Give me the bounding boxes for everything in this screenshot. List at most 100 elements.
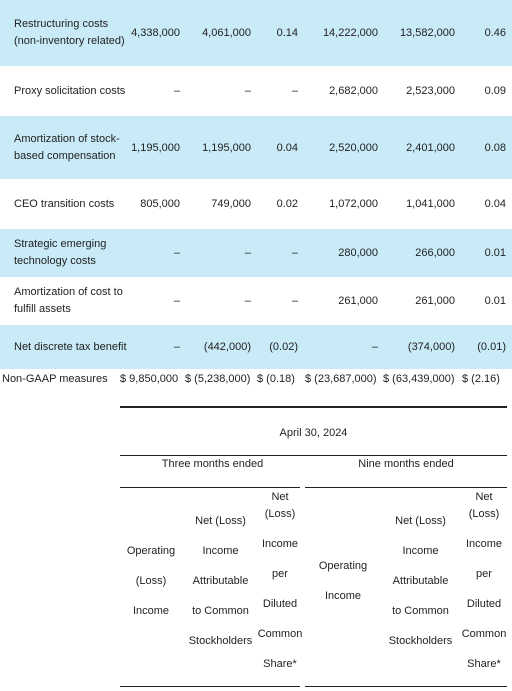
table-row: Net discrete tax benefit – (442,000) (0.… <box>0 325 512 369</box>
header-line: Income <box>465 538 503 550</box>
header-line: Diluted <box>262 598 298 610</box>
divider <box>305 686 507 687</box>
header-line: Share* <box>467 658 501 670</box>
value-cell: (442,000) <box>203 341 251 353</box>
total-value: $ 9,850,000 <box>120 373 179 385</box>
value-cell: – <box>371 341 378 353</box>
header-line: Share* <box>263 658 297 670</box>
value-cell: 266,000 <box>415 247 455 259</box>
header-line: (Loss) <box>135 575 167 587</box>
header-line: Common <box>257 628 303 640</box>
table-row: Restructuring costs (non-inventory relat… <box>0 0 512 66</box>
header-line: Net (Loss) <box>195 515 246 527</box>
value-cell: 0.09 <box>484 85 506 97</box>
col-header-net-income-3m: Net (Loss) Income Attributable to Common… <box>183 506 258 656</box>
value-cell: – <box>291 247 298 259</box>
value-cell: 0.01 <box>484 295 506 307</box>
header-line: Attributable <box>392 575 449 587</box>
total-value: $ (23,687,000) <box>305 373 377 385</box>
value-cell: 2,401,000 <box>406 141 455 154</box>
value-cell: 0.01 <box>484 247 506 259</box>
header-line: Income <box>132 605 170 617</box>
value-cell: – <box>244 295 251 307</box>
value-cell: 0.08 <box>484 141 506 154</box>
header-line: to Common <box>392 605 449 617</box>
header-line: Net <box>271 491 289 503</box>
header-line: Attributable <box>192 575 249 587</box>
value-cell: 280,000 <box>338 247 378 259</box>
value-cell: 4,338,000 <box>131 27 180 39</box>
value-cell: 1,195,000 <box>131 141 180 154</box>
col-header-eps-3m: Net (Loss) Income per Diluted Common Sha… <box>255 483 305 691</box>
total-value: $ (63,439,000) <box>383 373 455 385</box>
nine-months-header: Nine months ended <box>358 458 454 470</box>
value-cell: 2,523,000 <box>406 85 455 97</box>
header-line: per <box>272 568 288 580</box>
divider <box>305 487 507 488</box>
value-cell: 1,072,000 <box>329 198 378 210</box>
value-cell: 261,000 <box>338 295 378 307</box>
value-cell: 0.46 <box>484 27 506 39</box>
col-header-eps-9m: Net (Loss) Income per Diluted Common Sha… <box>458 483 510 691</box>
value-cell: – <box>291 295 298 307</box>
row-label: Strategic emerging technology costs <box>14 238 107 267</box>
header-line: Income <box>402 545 439 557</box>
header-line: (Loss) <box>468 508 500 520</box>
row-label: Net discrete tax benefit <box>14 340 127 353</box>
value-cell: 4,061,000 <box>202 27 251 39</box>
header-line: Common <box>461 628 507 640</box>
total-value: $ (2.16) <box>462 373 500 385</box>
row-label: Amortization of stock-based compensation <box>14 132 120 162</box>
value-cell: 2,520,000 <box>329 141 378 154</box>
header-line: Stockholders <box>188 635 253 647</box>
total-value: $ (0.18) <box>257 373 295 385</box>
table-row: Strategic emerging technology costs – – … <box>0 229 512 277</box>
value-cell: 1,041,000 <box>406 198 455 210</box>
value-cell: 13,582,000 <box>399 27 455 39</box>
value-cell: – <box>244 247 251 259</box>
value-cell: (0.01) <box>477 341 506 353</box>
value-cell: 805,000 <box>140 198 180 210</box>
header-line: Net (Loss) <box>395 515 446 527</box>
col-header-operating-income-3m: Operating (Loss) Income <box>120 536 182 626</box>
value-cell: (374,000) <box>407 341 455 353</box>
header-line: Income <box>202 545 239 557</box>
table-row: CEO transition costs 805,000 749,000 0.0… <box>0 179 512 229</box>
header-line: per <box>476 568 492 580</box>
header-line: Operating <box>318 560 368 572</box>
value-cell: 0.14 <box>276 27 298 39</box>
three-months-header: Three months ended <box>161 458 264 470</box>
header-line: Net <box>475 491 493 503</box>
col-header-net-income-9m: Net (Loss) Income Attributable to Common… <box>383 506 458 656</box>
value-cell: 0.04 <box>484 198 506 210</box>
value-cell: – <box>173 341 180 353</box>
value-cell: 0.02 <box>276 198 298 210</box>
divider <box>120 455 507 456</box>
value-cell: – <box>173 295 180 307</box>
value-cell: – <box>173 85 180 97</box>
value-cell: 1,195,000 <box>202 141 251 154</box>
table-row: Amortization of stock-based compensation… <box>0 116 512 179</box>
header-line: Stockholders <box>388 635 453 647</box>
value-cell: (0.02) <box>269 341 298 353</box>
divider <box>120 686 300 687</box>
total-value: $ (5,238,000) <box>185 373 251 385</box>
row-label: CEO transition costs <box>14 197 115 210</box>
row-label: Restructuring costs (non-inventory relat… <box>14 18 125 47</box>
header-line: to Common <box>192 605 249 617</box>
value-cell: 14,222,000 <box>322 27 378 39</box>
divider <box>120 487 300 488</box>
header-line: Diluted <box>466 598 502 610</box>
table-row: Proxy solicitation costs – – – 2,682,000… <box>0 66 512 116</box>
period-date-header: April 30, 2024 <box>279 427 348 439</box>
col-header-operating-income-9m: Operating Income <box>308 551 378 611</box>
header-line: Income <box>261 538 299 550</box>
header-line: Operating <box>126 545 176 557</box>
row-label: Amortization of cost to fulfill assets <box>14 286 123 315</box>
table-row: Amortization of cost to fulfill assets –… <box>0 277 512 325</box>
divider <box>120 406 507 408</box>
header-line: (Loss) <box>264 508 296 520</box>
totals-label: Non-GAAP measures <box>2 373 108 385</box>
value-cell: 0.04 <box>276 141 298 154</box>
value-cell: – <box>244 85 251 97</box>
